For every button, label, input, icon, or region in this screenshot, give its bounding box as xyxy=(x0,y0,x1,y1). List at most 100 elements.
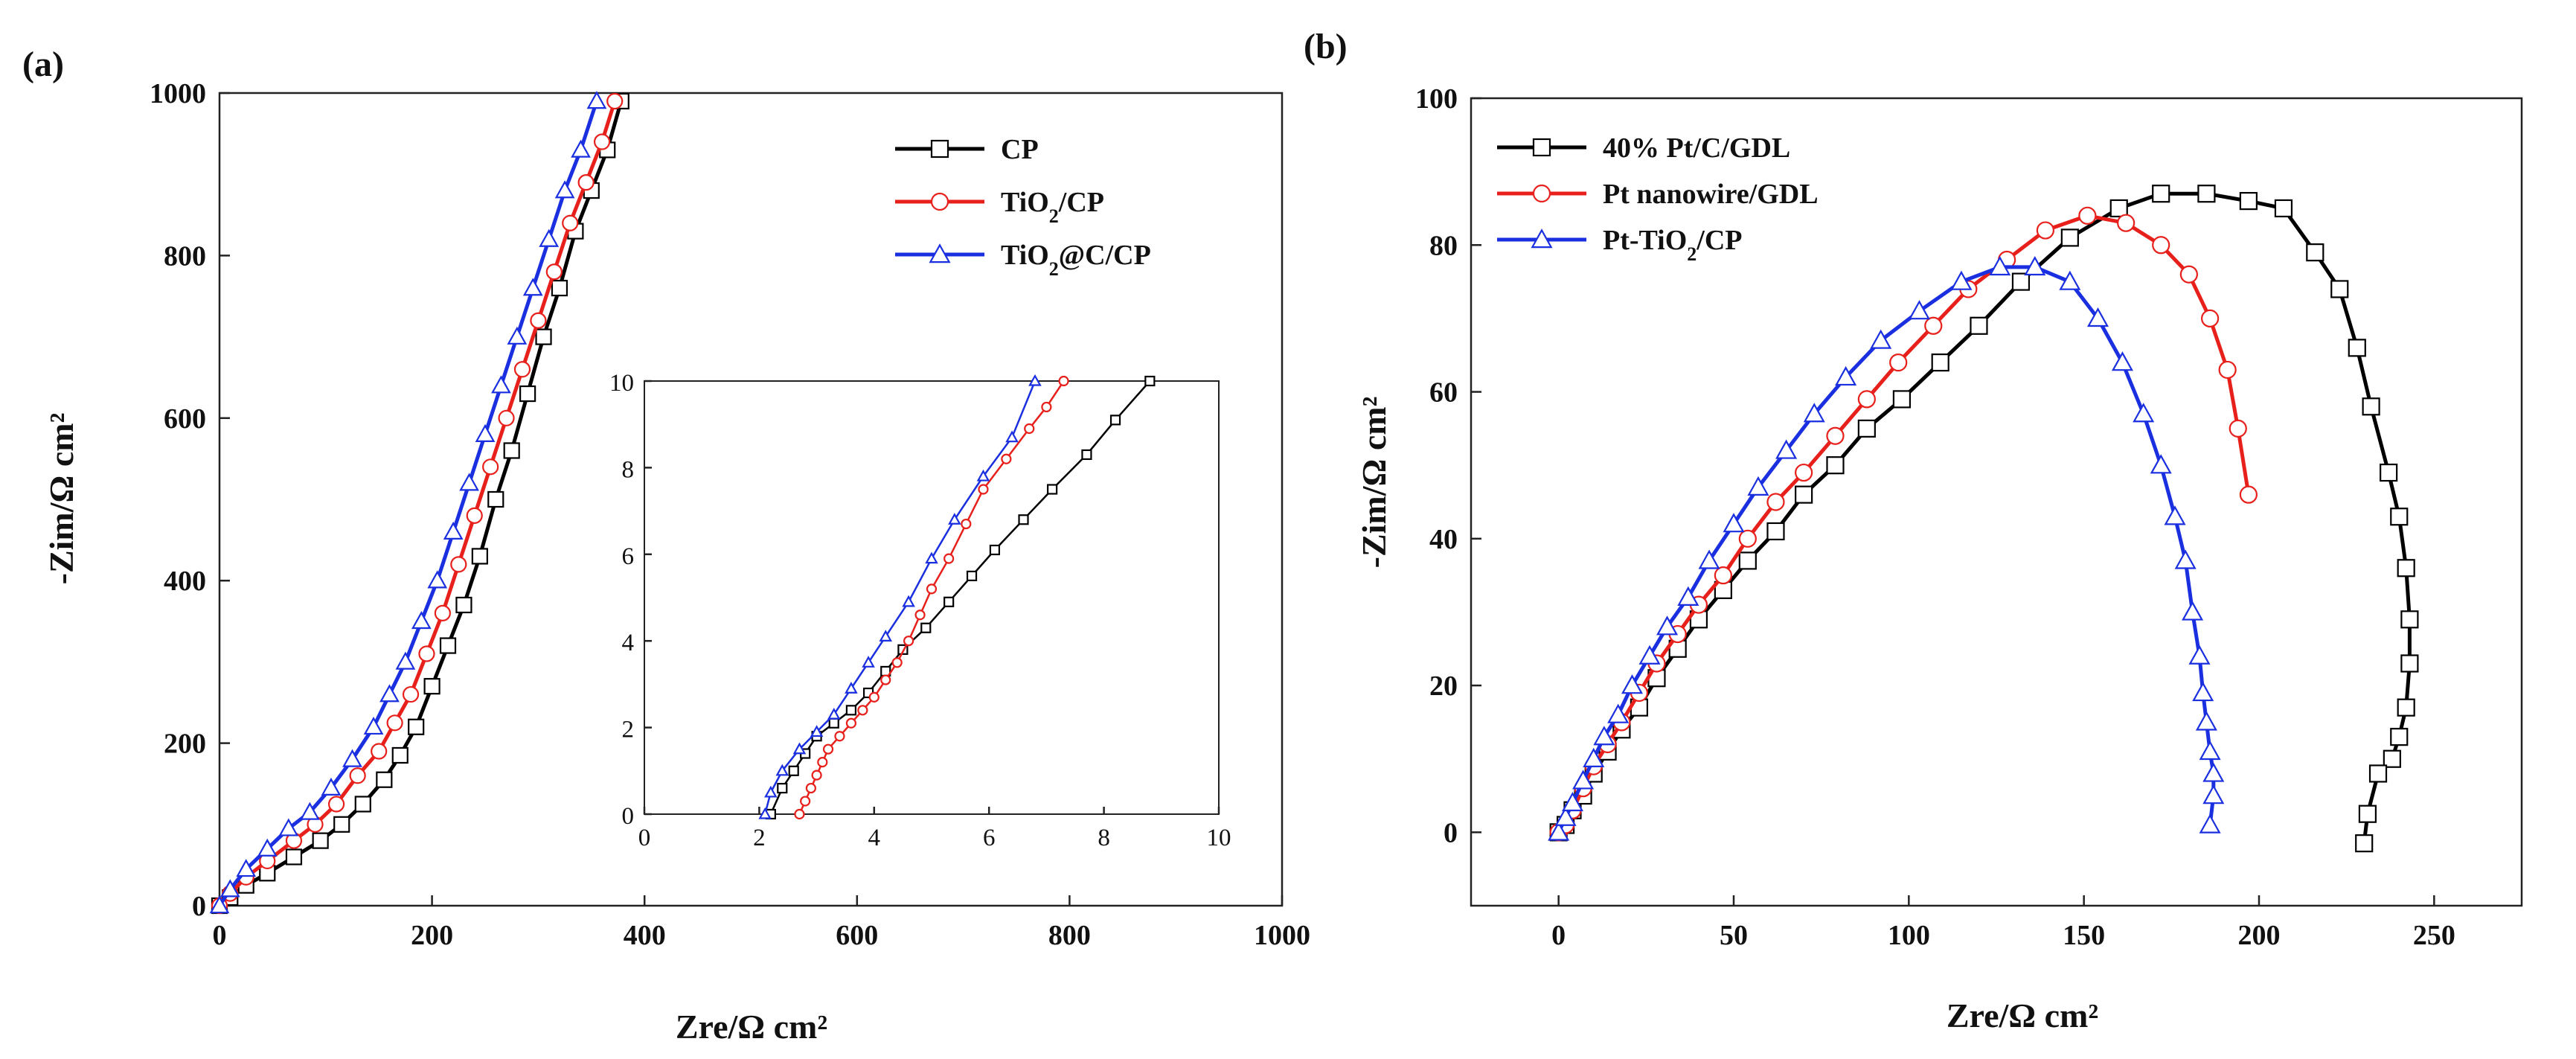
panel-b-data-point xyxy=(2179,265,2198,284)
panel-b-y-tick-label: 20 xyxy=(1429,671,1458,702)
panel-a-data-point xyxy=(278,818,299,836)
panel-a-data-point xyxy=(535,328,552,345)
inset-x-tick-label: 4 xyxy=(868,825,881,851)
inset-y-tick-label: 2 xyxy=(622,717,635,743)
inset-data-point xyxy=(879,630,893,642)
panel-b-series-line xyxy=(1557,214,2251,834)
inset-data-point xyxy=(966,570,978,582)
panel-a-y-tick-label: 400 xyxy=(164,566,206,597)
panel-b-x-tick-label: 0 xyxy=(1551,920,1566,951)
panel-b-data-point xyxy=(2397,698,2415,717)
panel-a-data-point xyxy=(349,767,366,784)
panel-b-x-tick-label: 200 xyxy=(2238,920,2281,951)
panel-b-data-point xyxy=(2201,309,2220,328)
panel-b-data-point xyxy=(1766,522,1785,541)
panel-b-data-point xyxy=(2086,307,2109,327)
panel-a-data-point xyxy=(577,174,595,191)
panel-b-data-point xyxy=(2306,243,2325,262)
inset-data-point xyxy=(926,583,938,595)
inset-data-point xyxy=(902,595,915,607)
panel-b-data-point xyxy=(2383,749,2401,768)
panel-b-data-point xyxy=(1572,770,1595,790)
panel-b-y-tick-label: 60 xyxy=(1429,377,1458,409)
inset-data-point xyxy=(989,544,1001,556)
panel-b-data-point xyxy=(2182,601,2204,621)
panel-a-legend-label: TiO2@C/CP xyxy=(1001,240,1151,280)
panel-a-data-point xyxy=(342,749,362,767)
panel-b-data-point xyxy=(1638,644,1661,665)
panel-b-data-point xyxy=(2059,270,2081,290)
inset-x-tick-label: 2 xyxy=(753,825,766,851)
panel-b-data-point xyxy=(1766,493,1785,511)
inset-data-point xyxy=(1001,453,1012,464)
panel-a-data-point xyxy=(554,180,575,199)
inset-data-point xyxy=(961,518,972,530)
panel-b-data-point xyxy=(1561,791,1584,812)
panel-b-data-point xyxy=(2202,762,2225,782)
inset-data-point xyxy=(1041,401,1052,413)
inset-data-point xyxy=(978,484,989,495)
panel-b-data-point xyxy=(1803,403,1825,423)
panel-a-x-tick-label: 0 xyxy=(213,920,227,951)
inset-x-tick-label: 10 xyxy=(1207,825,1231,851)
panel-a-y-tick-label: 200 xyxy=(164,729,206,760)
inset-data-point xyxy=(788,765,799,776)
panel-a-data-point xyxy=(321,777,342,796)
inset-data-point xyxy=(758,807,772,819)
inset-series-line xyxy=(798,381,1065,814)
panel-a-data-point xyxy=(562,214,579,231)
panel-b-data-point xyxy=(2274,199,2293,218)
panel-b-data-point xyxy=(1554,806,1577,826)
inset-data-point xyxy=(943,553,955,564)
inset-data-point xyxy=(1109,415,1121,426)
panel-b-data-point xyxy=(1857,390,1876,409)
panel-a-data-point xyxy=(545,263,563,281)
panel-b-data-point xyxy=(1826,456,1845,475)
panel-b-x-axis-title: Zre/Ω cm² xyxy=(1947,996,2098,1034)
inset-data-point xyxy=(857,705,868,716)
panel-b-y-tick-label: 40 xyxy=(1429,524,1458,555)
panel-a-data-point xyxy=(257,838,278,857)
panel-a-plot-frame xyxy=(218,92,1284,907)
panel-b-data-point xyxy=(1924,316,1943,335)
panel-a-data-point xyxy=(513,361,531,378)
panel-b-data-point xyxy=(2330,280,2349,298)
panel-b-data-point xyxy=(1714,566,1732,585)
panel-a-data-point xyxy=(459,473,479,491)
panel-a-legend-marker xyxy=(930,192,949,211)
panel-b-data-point xyxy=(2400,610,2419,629)
panel-b-legend-marker xyxy=(1532,184,1551,203)
panel-a-y-tick-label: 800 xyxy=(164,240,206,272)
panel-b-data-point xyxy=(2192,682,2214,702)
panel-a-data-point xyxy=(466,507,483,524)
panel-b-data-point xyxy=(2133,403,2155,423)
panel-a-data-point xyxy=(376,771,393,788)
panel-a-data-point xyxy=(312,832,329,849)
panel-b-data-point xyxy=(1698,549,1720,569)
panel-a-data-point xyxy=(354,796,371,813)
panel-a-data-point xyxy=(411,611,432,630)
panel-b-data-point xyxy=(2390,728,2409,746)
panel-a-data-point xyxy=(522,278,543,296)
inset-data-point xyxy=(976,469,990,481)
panel-b-data-point xyxy=(2060,228,2079,247)
panel-a-data-point xyxy=(593,133,611,150)
panel-b-x-tick-label: 250 xyxy=(2413,920,2455,951)
panel-b-data-point xyxy=(2152,236,2170,255)
inset-data-point xyxy=(817,757,828,768)
panel-b-data-point xyxy=(1857,419,1876,438)
panel-a-data-point xyxy=(498,409,515,426)
panel-b-data-point xyxy=(1677,586,1699,606)
panel-b-data-point xyxy=(1826,426,1845,445)
inset-data-point xyxy=(811,770,822,781)
panel-a-x-tick-label: 800 xyxy=(1048,920,1091,951)
panel-b-data-point xyxy=(1593,726,1615,746)
panel-b-data-point xyxy=(1583,747,1605,767)
panel-b-data-point xyxy=(1989,255,2011,276)
inset-data-point xyxy=(794,808,805,820)
panel-b-plot-frame xyxy=(1470,97,2523,907)
panel-a-data-point xyxy=(530,312,547,329)
panel-a-data-point xyxy=(363,716,384,735)
panel-b-y-tick-label: 80 xyxy=(1429,230,1458,261)
